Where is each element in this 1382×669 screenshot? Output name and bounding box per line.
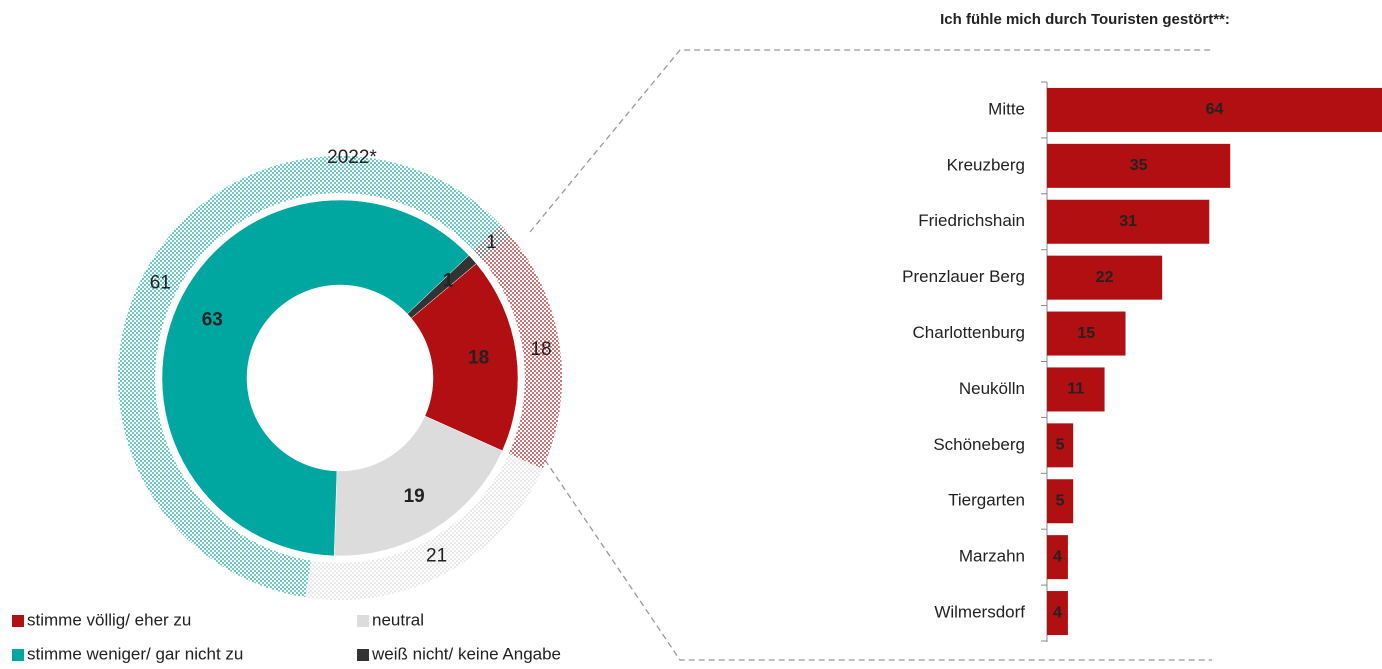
donut-segment — [161, 199, 470, 557]
category-label: Mitte — [988, 99, 1025, 118]
donut-segment — [410, 263, 519, 452]
bar-value-label: 11 — [1067, 381, 1084, 398]
bar-value-label: 4 — [1053, 548, 1062, 565]
category-label: Friedrichshain — [918, 211, 1025, 230]
segment-label: 21 — [426, 546, 447, 567]
ring-label: 2022* — [327, 147, 377, 168]
bar — [1047, 143, 1231, 188]
donut-segment — [118, 156, 501, 598]
donut-segment — [407, 254, 477, 319]
bar — [1047, 591, 1068, 636]
bar — [1047, 311, 1126, 356]
bar-value-label: 35 — [1130, 157, 1148, 174]
legend-swatch — [357, 615, 369, 627]
legend-label: weiß nicht/ keine Angabe — [371, 644, 561, 663]
bar-value-label: 64 — [1206, 101, 1224, 118]
bar-value-label: 5 — [1056, 492, 1065, 509]
bar — [1047, 479, 1074, 524]
bar-chart-title: Ich fühle mich durch Touristen gestört**… — [940, 11, 1230, 28]
bar-value-label: 4 — [1053, 604, 1062, 621]
legend-label: stimme weniger/ gar nicht zu — [27, 644, 243, 663]
category-label: Neukölln — [959, 379, 1025, 398]
donut-segment — [474, 225, 511, 260]
bar-value-label: 5 — [1056, 437, 1065, 454]
bar-value-label: 31 — [1119, 213, 1137, 230]
category-label: Schöneberg — [933, 435, 1025, 454]
donut-segment — [481, 235, 562, 469]
bar — [1047, 199, 1210, 244]
segment-label: 63 — [202, 310, 223, 331]
category-label: Wilmersdorf — [934, 603, 1025, 622]
segment-label: 18 — [468, 348, 489, 369]
legend-swatch — [12, 649, 24, 661]
category-label: Charlottenburg — [913, 323, 1025, 342]
segment-label: 18 — [530, 339, 551, 360]
segment-label: 61 — [150, 273, 171, 294]
connector-line — [544, 459, 1212, 661]
legend-label: stimme völlig/ eher zu — [27, 610, 191, 629]
bar — [1047, 87, 1382, 132]
segment-label: 1 — [443, 270, 454, 291]
category-label: Kreuzberg — [947, 155, 1025, 174]
bar — [1047, 535, 1068, 580]
category-label: Prenzlauer Berg — [902, 267, 1025, 286]
category-label: Tiergarten — [948, 491, 1025, 510]
segment-label: 1 — [486, 232, 497, 253]
legend-label: neutral — [372, 610, 424, 629]
bar — [1047, 423, 1074, 468]
bar-value-label: 15 — [1077, 325, 1095, 342]
bar-value-label: 22 — [1096, 269, 1114, 286]
legend-swatch — [357, 649, 369, 661]
category-label: Marzahn — [959, 547, 1025, 566]
legend-swatch — [12, 615, 24, 627]
connector-line — [529, 49, 1212, 233]
segment-label: 19 — [404, 486, 425, 507]
bar — [1047, 255, 1163, 300]
donut-segment — [333, 415, 503, 557]
bar — [1047, 367, 1105, 412]
donut-segment — [305, 453, 543, 600]
